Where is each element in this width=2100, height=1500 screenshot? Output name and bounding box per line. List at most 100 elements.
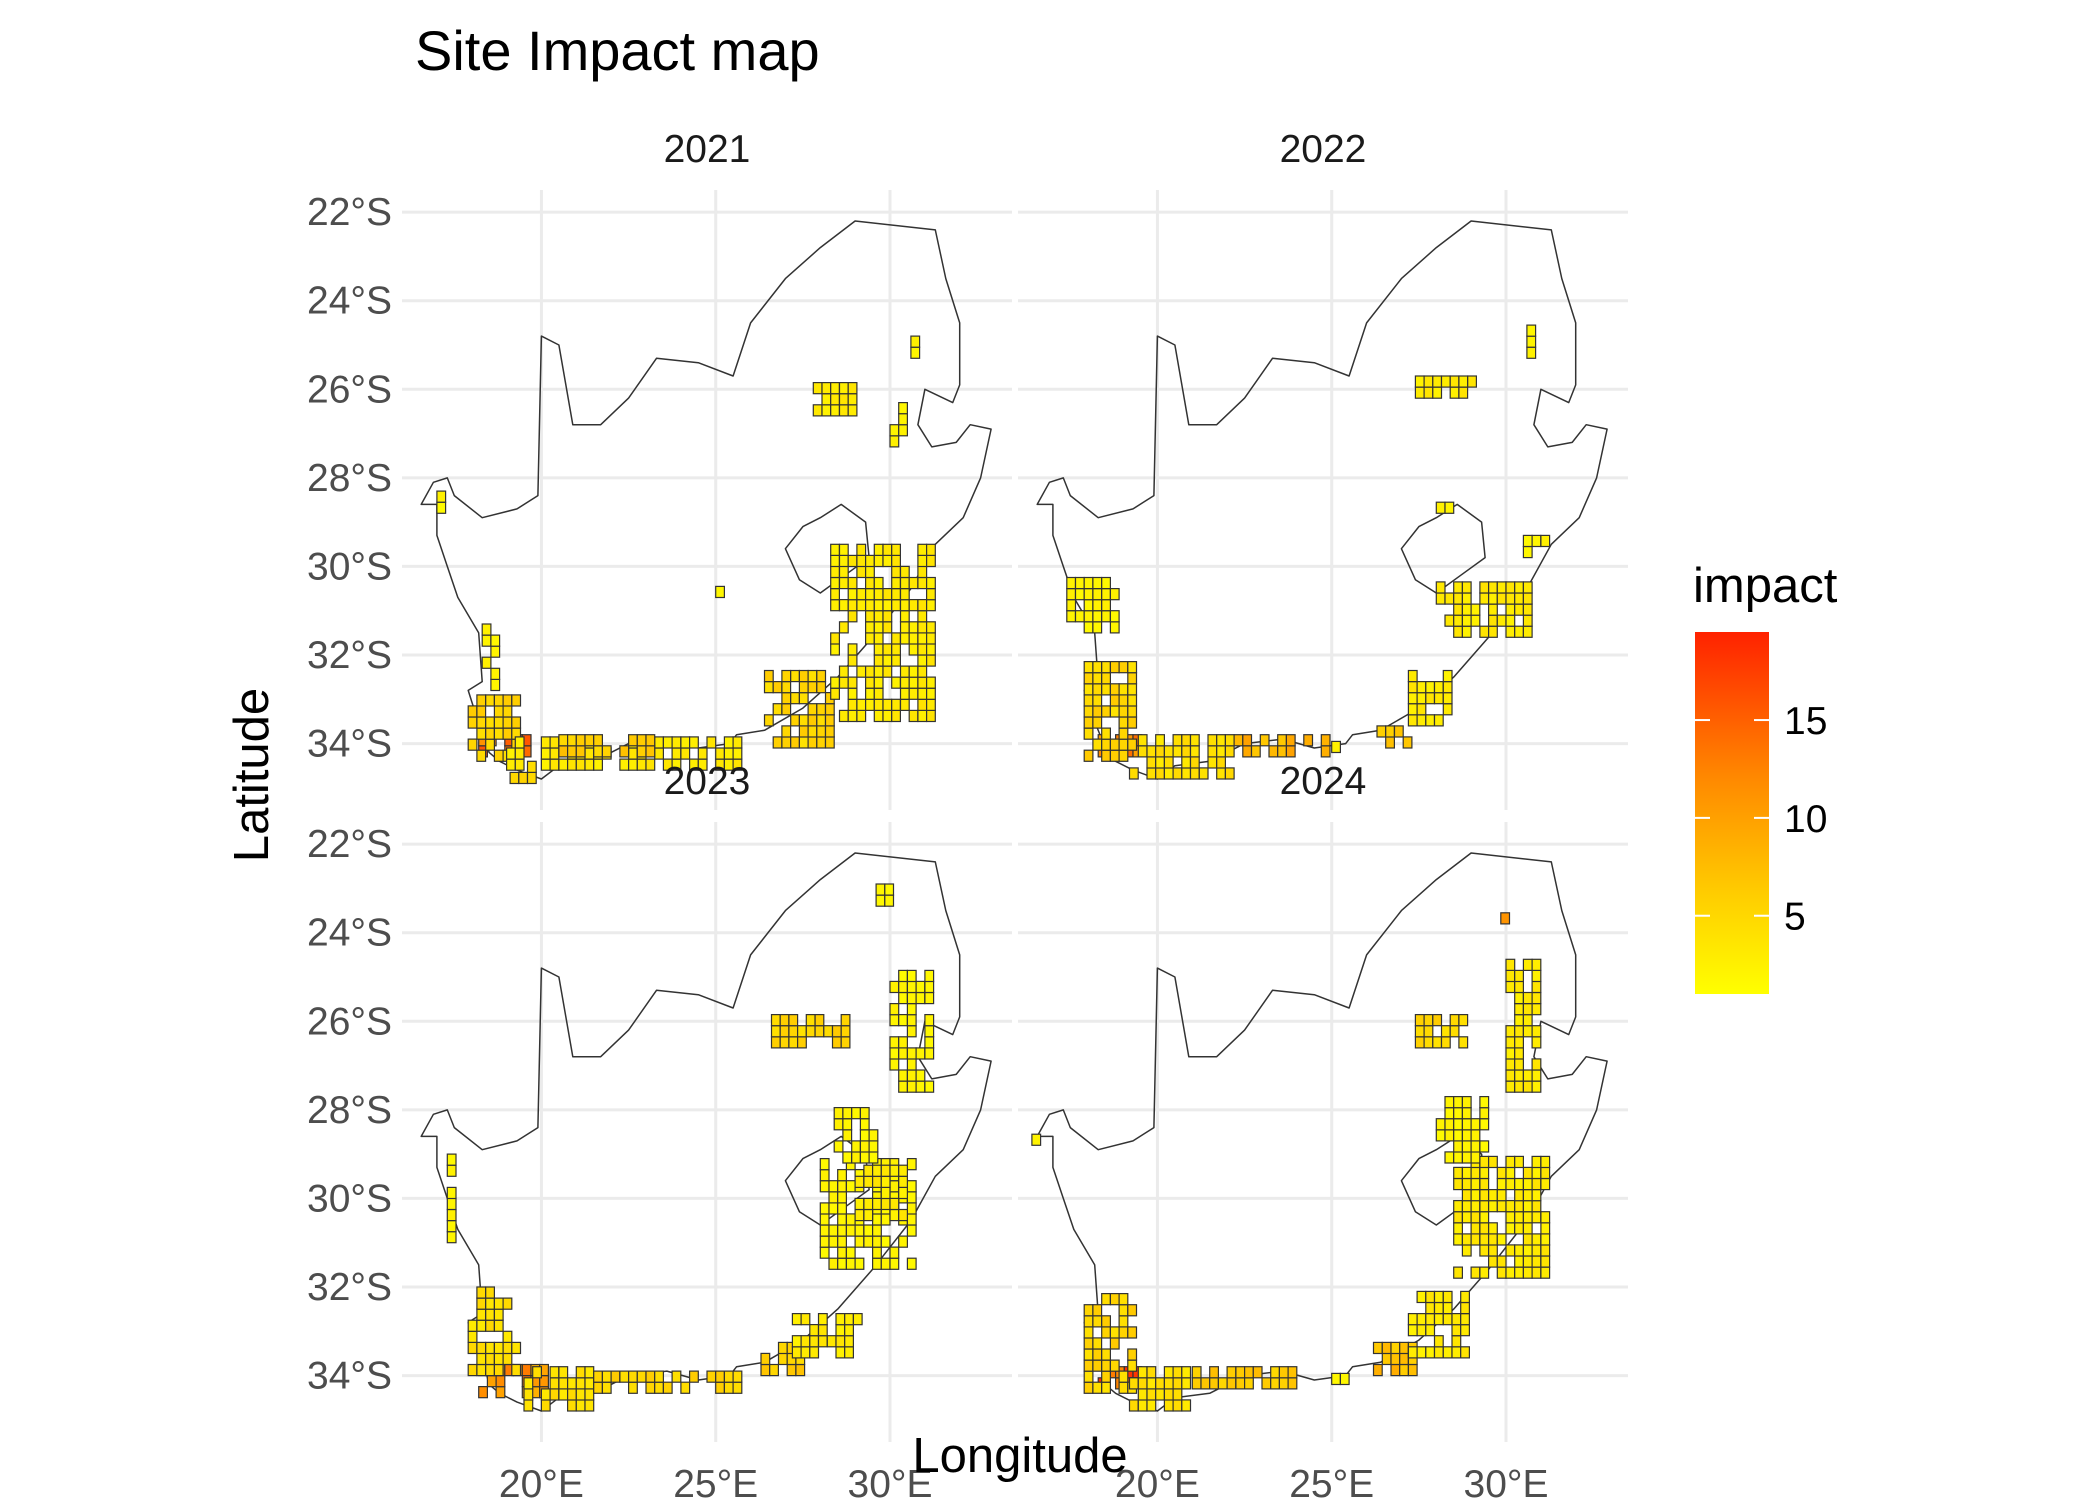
impact-cell [1500,912,1511,925]
impact-cell [1470,603,1481,616]
impact-cell [1461,592,1472,605]
impact-cell [1453,1095,1463,1109]
impact-cell [1092,705,1103,718]
impact-cell [1461,625,1472,638]
impact-cell [917,565,928,579]
impact-cell [1479,1177,1490,1191]
country-outline [420,852,992,1412]
impact-cell [924,991,935,1005]
impact-cell [601,1381,612,1394]
impact-cell [1461,1211,1472,1224]
impact-cell [540,1399,551,1412]
impact-cell [1101,610,1111,623]
impact-cell [798,680,809,694]
impact-cell [906,1157,917,1171]
impact-cell [925,643,936,656]
impact-cell [864,576,875,590]
impact-cell [1320,734,1331,747]
impact-cell [864,665,875,678]
impact-cell [908,621,919,634]
impact-cell [889,980,900,994]
impact-cell [1479,1233,1490,1246]
impact-cell [671,747,682,760]
impact-cell [1514,1002,1524,1016]
impact-cell [824,714,835,727]
impact-cell [1189,756,1200,769]
impact-cell [864,598,875,612]
impact-cell [619,1370,630,1383]
impact-cell [1433,1301,1444,1315]
impact-cell [1407,1363,1418,1377]
impact-cell [584,1366,595,1379]
impact-cell [1372,1363,1383,1377]
impact-cell [1083,598,1094,612]
impact-cell [819,1168,830,1182]
impact-cell [873,543,884,556]
impact-cell [1118,716,1129,729]
impact-cell [847,554,858,568]
impact-cell [549,1388,560,1401]
impact-cell [518,771,529,785]
impact-cell [772,680,783,694]
impact-cell [1423,1013,1434,1027]
impact-cell [1487,592,1498,605]
impact-cell [1083,660,1094,674]
impact-cell [917,610,928,623]
impact-cell [493,1341,504,1355]
impact-cell [1270,1377,1280,1390]
panel-2022: 2022 [1018,128,1628,810]
impact-cell [723,1381,734,1394]
impact-cell [1514,1025,1524,1038]
impact-cell [485,1341,496,1355]
impact-cell [1083,1304,1094,1317]
impact-cell [1453,1177,1463,1191]
impact-cell [1092,598,1103,612]
impact-cell [925,543,936,556]
impact-cell [845,1257,856,1270]
impact-cell [575,734,586,747]
impact-cell [514,736,525,749]
impact-cell [481,634,492,647]
impact-cell [493,716,504,729]
lesotho-outline [784,503,870,594]
impact-cell [1146,767,1157,780]
impact-cell [852,1312,863,1326]
impact-cell [1496,581,1507,594]
impact-cell [1453,1211,1463,1224]
impact-cell [898,413,909,426]
impact-cell [1155,734,1165,747]
impact-cell [1453,1118,1463,1131]
impact-cell [816,680,827,694]
impact-cell [1531,1036,1542,1049]
impact-cell [899,576,910,590]
impact-cell [770,1013,781,1027]
impact-cell [476,1286,487,1299]
impact-cell [1526,324,1537,337]
impact-cell [1216,734,1226,747]
impact-cell [446,1219,457,1233]
impact-cell [1416,1323,1427,1337]
impact-cell [1505,1155,1516,1169]
impact-cell [1074,610,1085,623]
impact-cell [838,576,849,590]
impact-cell [828,1202,839,1215]
impact-cell [906,1047,917,1060]
impact-cell [1101,705,1111,718]
impact-cell [1109,610,1120,623]
impact-cell [814,1013,825,1027]
impact-cell [1453,592,1463,605]
impact-cell [924,1047,935,1060]
impact-cell [864,554,875,568]
impact-cell [1118,660,1129,674]
impact-cell [873,654,884,667]
impact-cell [1435,581,1446,594]
impact-cell [871,1175,882,1189]
impact-cell [891,587,902,601]
impact-cell [1479,1222,1490,1235]
impact-cell [1109,1359,1120,1372]
impact-cell [884,894,895,907]
impact-cell [873,643,884,656]
impact-cell [1083,727,1094,740]
impact-cell [723,736,734,749]
impact-cell [910,335,921,348]
